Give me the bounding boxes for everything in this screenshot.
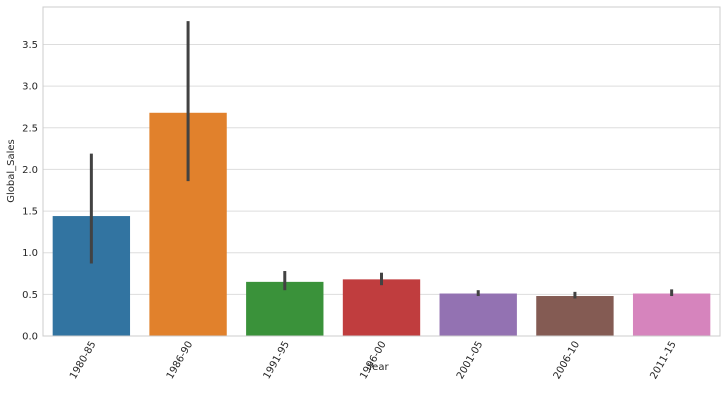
x-tick-label: 1980-85 bbox=[68, 340, 98, 382]
y-tick-label: 3.0 bbox=[22, 82, 38, 93]
x-tick-label: 1996-00 bbox=[358, 340, 388, 382]
y-tick-label: 2.5 bbox=[22, 123, 38, 134]
y-tick-label: 0.5 bbox=[22, 290, 38, 301]
y-tick-label: 3.5 bbox=[22, 40, 38, 51]
y-tick-labels: 0.0 0.5 1.0 1.5 2.0 2.5 3.0 3.5 bbox=[22, 40, 38, 343]
y-tick-label: 1.0 bbox=[22, 248, 38, 259]
x-tick-label: 2006-10 bbox=[552, 340, 582, 382]
y-tick-label: 0.0 bbox=[22, 332, 38, 343]
y-tick-label: 2.0 bbox=[22, 165, 38, 176]
bar-2011-15 bbox=[632, 293, 711, 336]
bar-1996-00 bbox=[342, 279, 421, 336]
x-tick-label: 2011-15 bbox=[648, 340, 678, 382]
x-tick-label: 2001-05 bbox=[455, 340, 485, 382]
bar-2006-10 bbox=[536, 296, 614, 336]
x-tick-label: 1991-95 bbox=[262, 340, 292, 382]
bars bbox=[52, 112, 711, 336]
x-tick-labels: 1980-85 1986-90 1991-95 1996-00 2001-05 2006-… bbox=[68, 340, 679, 382]
error-bars bbox=[89, 21, 674, 299]
y-tick-label: 1.5 bbox=[22, 207, 38, 218]
plot-frame bbox=[42, 6, 721, 337]
bar-1991-95 bbox=[246, 281, 324, 336]
bar-2001-05 bbox=[439, 293, 517, 336]
y-axis-label: Global_Sales bbox=[6, 139, 17, 203]
x-axis-label: Year bbox=[366, 362, 389, 373]
x-tick-label: 1986-90 bbox=[165, 340, 195, 382]
